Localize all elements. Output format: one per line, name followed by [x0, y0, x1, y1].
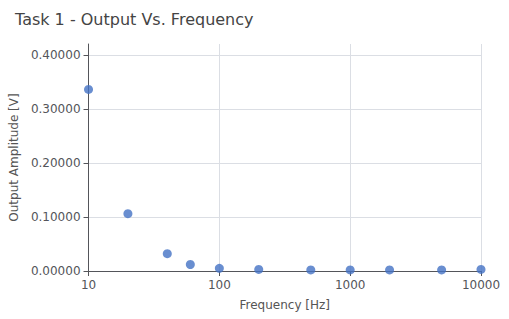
- svg-text:0.20000: 0.20000: [31, 156, 81, 170]
- svg-text:0.30000: 0.30000: [31, 102, 81, 116]
- svg-text:100: 100: [208, 278, 231, 292]
- svg-text:0.40000: 0.40000: [31, 48, 81, 62]
- svg-text:Frequency [Hz]: Frequency [Hz]: [240, 298, 331, 312]
- svg-text:10000: 10000: [462, 278, 500, 292]
- svg-text:0.00000: 0.00000: [31, 264, 81, 278]
- svg-text:Task 1 - Output Vs. Frequency: Task 1 - Output Vs. Frequency: [14, 10, 254, 29]
- svg-text:Output Amplitude [V]: Output Amplitude [V]: [7, 93, 21, 221]
- svg-text:1000: 1000: [335, 278, 366, 292]
- svg-text:0.10000: 0.10000: [31, 210, 81, 224]
- svg-text:10: 10: [81, 278, 96, 292]
